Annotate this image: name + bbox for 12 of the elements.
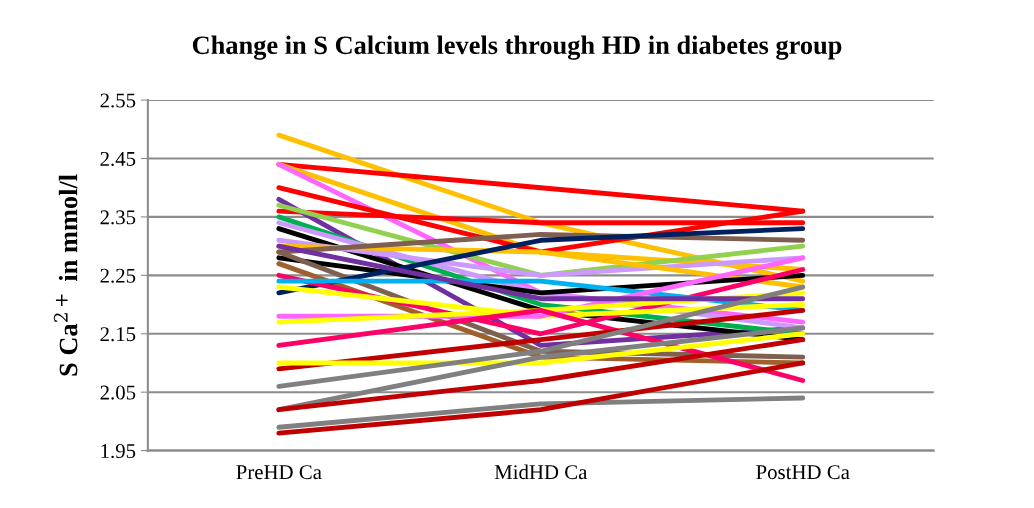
y-tick-label: 2.55 (100, 93, 136, 108)
y-tick-label: 2.45 (100, 151, 136, 167)
y-tick-label: 1.95 (101, 444, 136, 459)
y-tick-label: 2.15 (100, 327, 136, 342)
y-axis-title: S Ca$^{2+}$ in mmol/l (53, 174, 78, 376)
chart-title: Change in S Calcium levels through HD in diabetes group (192, 35, 842, 60)
y-tick-label: 2.35 (100, 210, 136, 225)
x-tick-label: PostHD Ca (756, 465, 850, 480)
y-tick-label: 2.25 (100, 268, 136, 283)
y-tick-label: 2.05 (100, 385, 136, 400)
x-tick-label: MidHD Ca (494, 464, 588, 480)
x-tick-label: PreHD Ca (236, 465, 322, 480)
